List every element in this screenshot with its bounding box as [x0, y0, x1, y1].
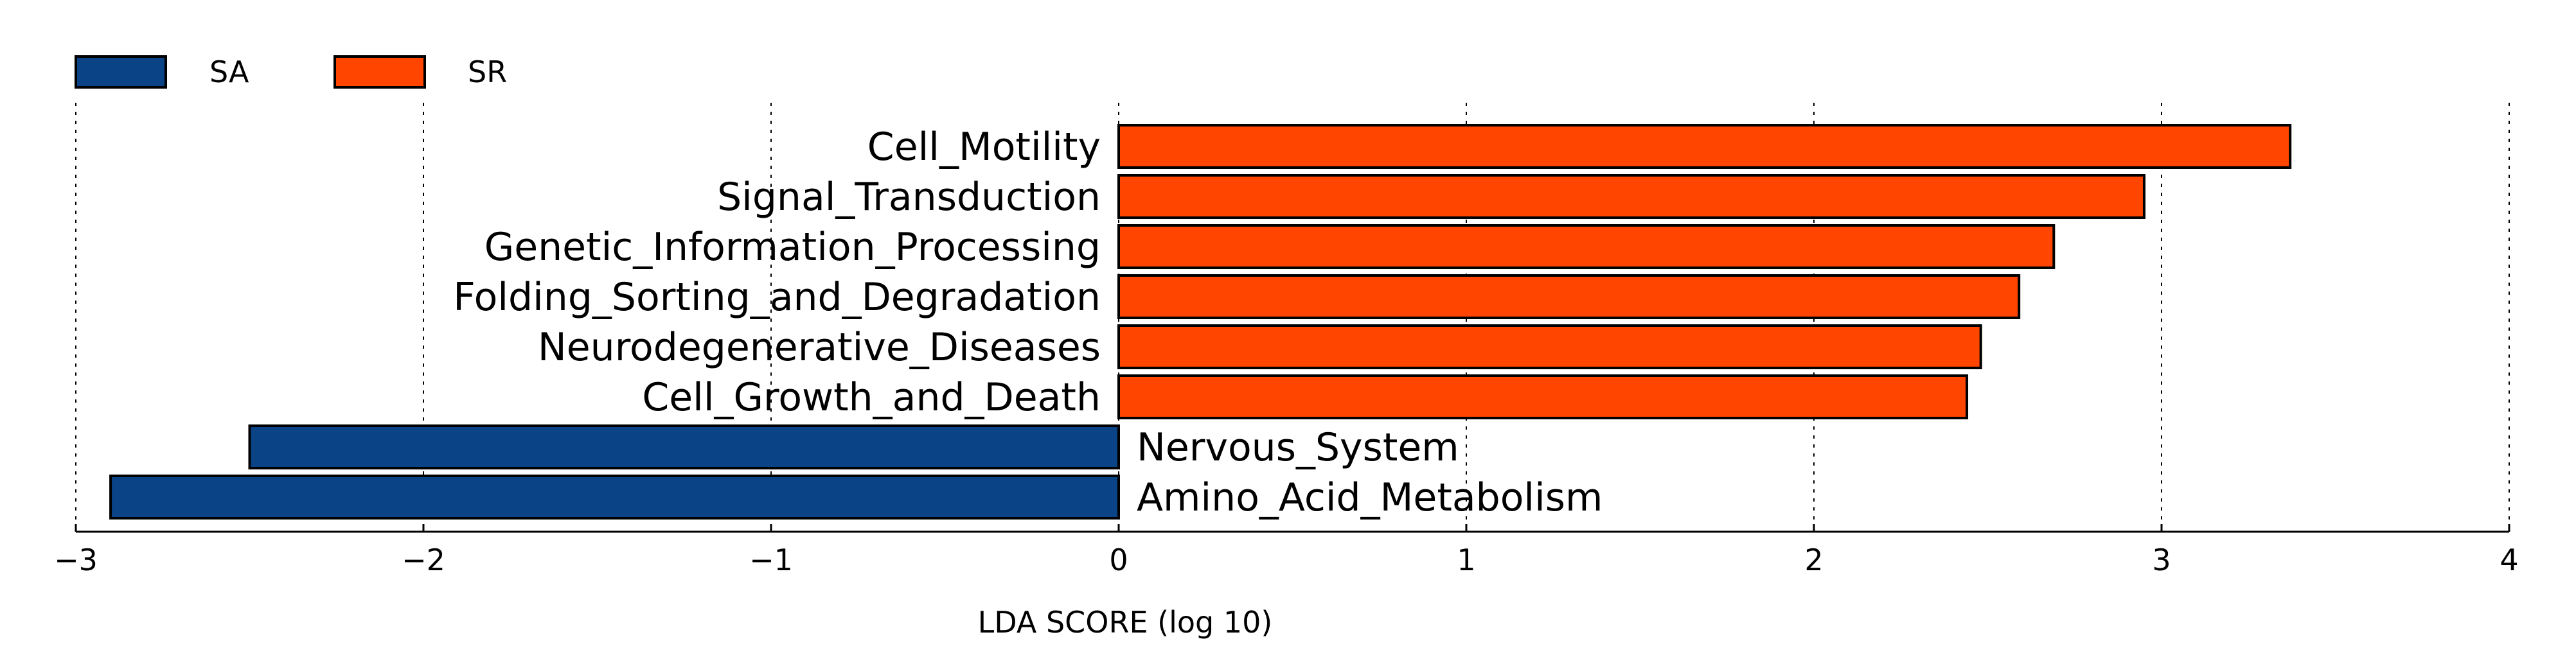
bar [1117, 174, 2145, 219]
bar-label: Cell_Motility [867, 125, 1101, 170]
x-tick-label: −2 [402, 543, 445, 577]
x-tick-label: −1 [749, 543, 793, 577]
x-axis-title: LDA SCORE (log 10) [978, 605, 1273, 640]
legend-swatch [333, 55, 426, 89]
x-tick-label: 1 [1457, 543, 1475, 577]
x-tick-label: 4 [2500, 543, 2518, 577]
x-axis: −3 −2 −1 0 1 2 3 4 [54, 524, 2519, 577]
bar [1117, 224, 2056, 269]
bar-label: Neurodegenerative_Diseases [538, 325, 1101, 370]
bar-label: Genetic_Information_Processing [484, 225, 1101, 270]
bar [1117, 324, 1982, 369]
bar-label: Folding_Sorting_and_Degradation [453, 275, 1101, 320]
bar [1117, 374, 1969, 419]
x-tick-label: 2 [1804, 543, 1823, 577]
bar-label: Signal_Transduction [717, 175, 1101, 220]
bar [248, 424, 1120, 469]
bars [109, 124, 2292, 520]
bar [109, 475, 1121, 520]
bar-label: Cell_Growth_and_Death [642, 375, 1101, 420]
legend-label: SA [209, 55, 249, 89]
x-tick-label: 3 [2152, 543, 2171, 577]
legend-label: SR [468, 55, 507, 89]
legend: SA SR [75, 55, 507, 89]
x-tick-label: 0 [1109, 543, 1128, 577]
x-tick-label: −3 [54, 543, 98, 577]
bar-label: Nervous_System [1137, 425, 1459, 470]
category-labels: Cell_Motility Signal_Transduction Genetic_… [453, 125, 1603, 520]
bar [1117, 274, 2021, 319]
legend-swatch [75, 55, 167, 89]
bar-label: Amino_Acid_Metabolism [1137, 475, 1603, 520]
bar [1117, 124, 2292, 169]
